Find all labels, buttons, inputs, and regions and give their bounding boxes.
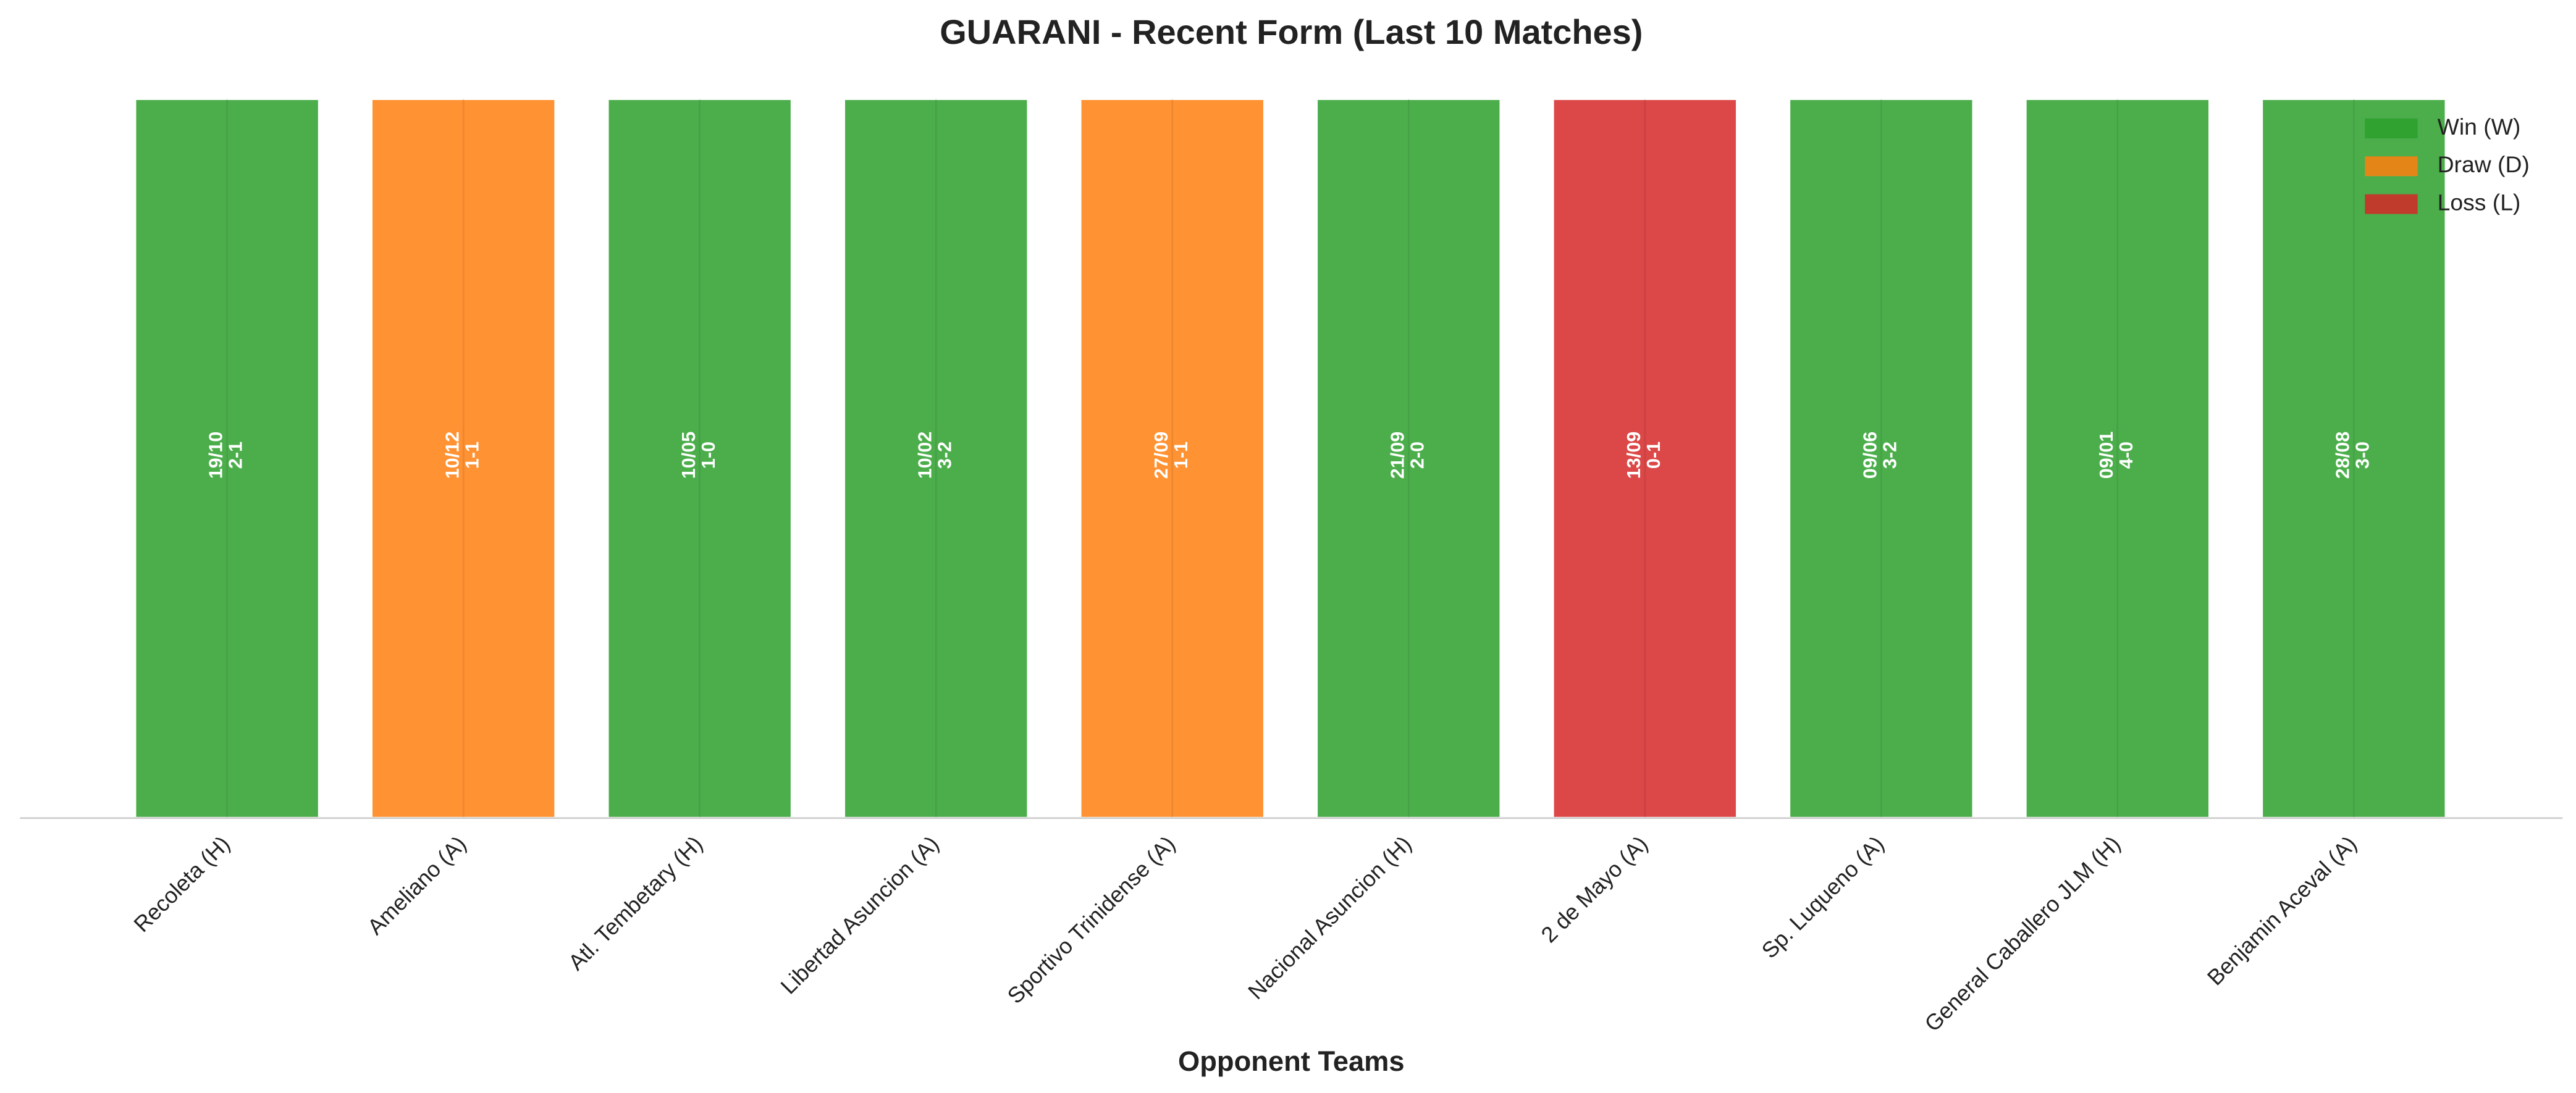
bar-score-label: 0-1 xyxy=(1643,442,1664,469)
bar-score-label: 3-2 xyxy=(1879,442,1900,469)
bar-date-label: 21/09 xyxy=(1387,432,1408,479)
bar-score-label: 1-0 xyxy=(698,442,719,469)
legend-swatch xyxy=(2365,156,2418,177)
bar-date-label: 27/09 xyxy=(1151,432,1172,479)
legend-label: Loss (L) xyxy=(2438,189,2521,215)
bar xyxy=(1079,97,1266,819)
bar-date-label: 10/12 xyxy=(442,432,463,479)
bar xyxy=(2260,97,2448,819)
chart-title: GUARANI - Recent Form (Last 10 Matches) xyxy=(940,12,1643,51)
bar-score-label: 3-0 xyxy=(2352,442,2373,469)
bar-date-label: 19/10 xyxy=(206,432,227,479)
bar xyxy=(1315,97,1502,819)
bar-score-label: 2-1 xyxy=(225,442,246,469)
bar-date-label: 13/09 xyxy=(1623,432,1644,479)
bar-date-label: 09/01 xyxy=(2096,432,2117,479)
bar xyxy=(843,97,1030,819)
bar-score-label: 2-0 xyxy=(1407,442,1428,469)
bar xyxy=(2024,97,2212,819)
bar-score-label: 1-1 xyxy=(1171,442,1192,469)
x-axis-label: Opponent Teams xyxy=(1178,1045,1405,1077)
bar-date-label: 10/02 xyxy=(914,432,935,479)
legend-swatch xyxy=(2365,194,2418,214)
bar-date-label: 28/08 xyxy=(2332,432,2353,479)
legend-swatch xyxy=(2365,118,2418,138)
bar xyxy=(369,97,557,819)
bar-score-label: 1-1 xyxy=(461,442,482,469)
bar xyxy=(1788,97,1975,819)
bar-score-label: 3-2 xyxy=(934,442,955,469)
bar-score-label: 4-0 xyxy=(2116,442,2137,469)
bar-date-label: 09/06 xyxy=(1859,432,1880,479)
bar xyxy=(1551,97,1738,819)
bar-date-label: 10/05 xyxy=(678,432,699,479)
legend-label: Win (W) xyxy=(2438,114,2521,140)
bar xyxy=(606,97,793,819)
legend-label: Draw (D) xyxy=(2438,151,2530,177)
bar xyxy=(133,97,321,819)
